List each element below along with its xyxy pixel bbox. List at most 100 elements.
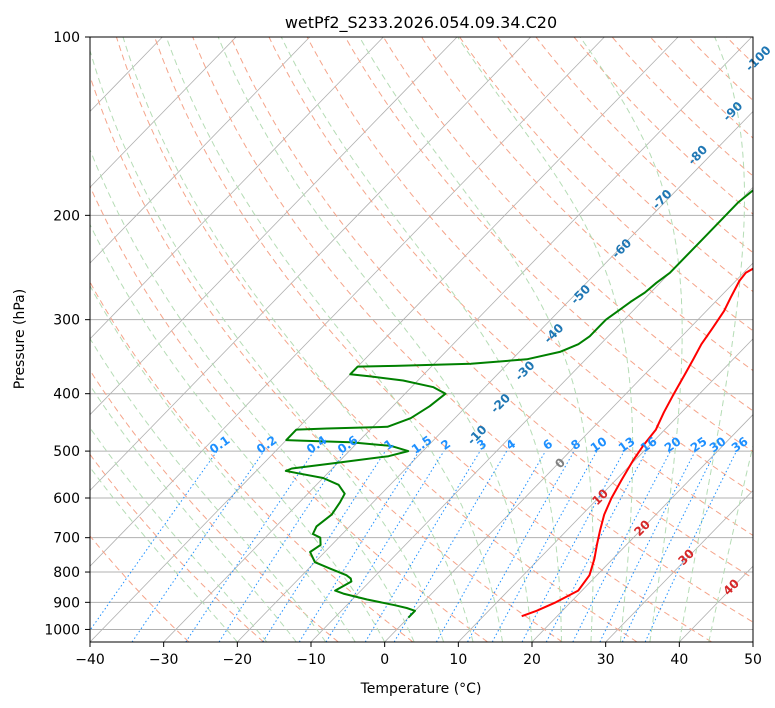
y-axis-label: Pressure (hPa) bbox=[12, 289, 28, 389]
moist-adiabat bbox=[90, 466, 238, 642]
isotherm-gridline bbox=[90, 37, 237, 188]
moist-adiabat bbox=[90, 284, 356, 642]
mixing-ratio-label: 13 bbox=[616, 434, 638, 455]
moist-adiabat bbox=[457, 37, 634, 642]
dewpoint-line bbox=[284, 189, 753, 619]
y-tick-label: 800 bbox=[53, 565, 80, 581]
x-axis-label: Temperature (°C) bbox=[360, 681, 482, 697]
mixing-ratio-line bbox=[90, 450, 218, 632]
mixing-ratio-label: 4 bbox=[503, 437, 518, 453]
isotherm-gridline bbox=[90, 37, 605, 567]
isotherm-gridline bbox=[163, 37, 753, 642]
mixing-ratio-label: 1.5 bbox=[409, 433, 434, 457]
dry-adiabat-label: -20 bbox=[488, 391, 513, 416]
moist-adiabat bbox=[708, 443, 753, 642]
dry-adiabat-label: -40 bbox=[541, 321, 566, 346]
moist-adiabat bbox=[90, 384, 297, 642]
mixing-ratio-line bbox=[644, 450, 737, 642]
moist-adiabat bbox=[217, 37, 533, 642]
moist-adiabat bbox=[90, 337, 327, 642]
y-tick-label: 100 bbox=[53, 30, 80, 46]
y-tick-label: 200 bbox=[53, 208, 80, 224]
dry-adiabat bbox=[90, 74, 563, 642]
mixing-ratio-label: 0.2 bbox=[254, 433, 279, 457]
moist-adiabat bbox=[579, 37, 683, 642]
mixing-ratio-label: 0.4 bbox=[304, 433, 329, 457]
moist-adiabat bbox=[122, 37, 474, 642]
isotherm-gridline bbox=[605, 489, 753, 642]
moist-adiabat-label: 0 bbox=[552, 455, 568, 471]
y-tick-label: 600 bbox=[53, 491, 80, 507]
dry-adiabat-label: -50 bbox=[568, 282, 593, 307]
y-tick-label: 900 bbox=[53, 595, 80, 611]
dry-adiabat bbox=[90, 185, 488, 642]
y-tick-label: 300 bbox=[53, 313, 80, 329]
mixing-ratio-label: 10 bbox=[588, 434, 610, 455]
dry-adiabat bbox=[573, 37, 753, 215]
mixing-ratio-label: 0.6 bbox=[335, 433, 360, 457]
dry-adiabat bbox=[459, 37, 753, 332]
isotherm-gridline bbox=[458, 338, 753, 642]
dry-adiabat bbox=[90, 453, 264, 642]
moist-adiabat-label: 40 bbox=[720, 576, 742, 598]
mixing-ratio-line bbox=[621, 450, 717, 642]
dry-adiabat bbox=[649, 37, 753, 139]
mixing-ratio-line bbox=[572, 450, 671, 642]
dry-adiabat bbox=[497, 37, 753, 293]
mixing-ratio-label: 0.1 bbox=[207, 433, 232, 457]
mixing-ratio-label: 3 bbox=[474, 437, 489, 453]
y-tick-label: 700 bbox=[53, 531, 80, 547]
x-tick-label: 50 bbox=[744, 652, 762, 668]
isotherm-gridline bbox=[90, 37, 458, 416]
x-tick-label: −20 bbox=[223, 652, 253, 668]
isotherm-gridline bbox=[310, 186, 753, 642]
x-tick-label: 30 bbox=[597, 652, 615, 668]
chart-title: wetPf2_S233.2026.054.09.34.C20 bbox=[285, 13, 557, 33]
isotherm-gridline bbox=[237, 110, 753, 642]
mixing-ratio-label: 2 bbox=[438, 437, 453, 453]
mixing-ratio-line bbox=[521, 450, 625, 642]
moist-adiabat bbox=[359, 37, 594, 642]
mixing-ratio-line bbox=[364, 450, 481, 642]
moist-adiabat bbox=[165, 37, 503, 642]
y-tick-label: 1000 bbox=[44, 622, 80, 638]
dry-adiabat bbox=[90, 281, 414, 642]
dry-adiabat bbox=[535, 37, 753, 254]
mixing-ratio-label: 20 bbox=[662, 434, 684, 455]
moist-adiabat-label: 30 bbox=[675, 546, 697, 568]
mixing-ratio-label: 16 bbox=[638, 434, 660, 455]
dry-adiabat-label: -100 bbox=[743, 43, 774, 74]
mixing-ratio-line bbox=[325, 450, 445, 642]
dry-adiabat bbox=[726, 37, 753, 64]
mixing-ratio-label: 36 bbox=[729, 434, 751, 455]
isotherm-gridline bbox=[90, 37, 384, 340]
mixing-ratio-line bbox=[491, 450, 598, 642]
mixing-ratio-line bbox=[131, 450, 265, 642]
x-tick-label: 0 bbox=[380, 652, 389, 668]
mixing-ratio-line bbox=[262, 450, 386, 642]
dry-adiabat bbox=[90, 535, 190, 642]
dry-adiabat bbox=[192, 37, 753, 623]
dry-adiabat bbox=[765, 37, 775, 642]
dry-adiabat-label: -30 bbox=[512, 358, 537, 383]
x-tick-label: −10 bbox=[296, 652, 326, 668]
mixing-ratio-line bbox=[599, 450, 696, 642]
moist-adiabat bbox=[678, 37, 745, 642]
temperature-line bbox=[521, 267, 753, 618]
y-tick-label: 500 bbox=[53, 444, 80, 460]
moist-adiabat bbox=[90, 148, 415, 642]
mixing-ratio-label: 6 bbox=[540, 437, 555, 453]
x-tick-label: 40 bbox=[670, 652, 688, 668]
x-tick-label: −30 bbox=[149, 652, 179, 668]
x-tick-label: −40 bbox=[75, 652, 105, 668]
mixing-ratio-label: 1 bbox=[381, 437, 396, 453]
moist-adiabat bbox=[90, 48, 445, 642]
isotherm-gridline bbox=[90, 37, 532, 491]
x-tick-label: 20 bbox=[523, 652, 541, 668]
dry-adiabat bbox=[421, 37, 753, 372]
dry-adiabat bbox=[688, 37, 753, 102]
dry-adiabat-label: -90 bbox=[720, 99, 745, 124]
dry-adiabat bbox=[115, 37, 638, 642]
mixing-ratio-line bbox=[467, 450, 575, 642]
